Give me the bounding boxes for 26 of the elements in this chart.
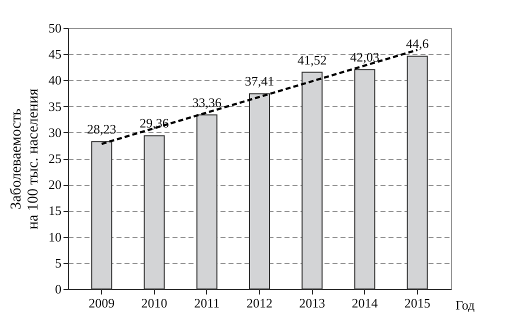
x-tick-label: 2012 <box>246 296 272 310</box>
y-tick-label: 5 <box>55 255 62 270</box>
y-tick-label: 0 <box>55 282 62 296</box>
x-axis-title: Год <box>456 298 475 312</box>
y-tick-label: 45 <box>48 46 62 62</box>
x-tick-label: 2011 <box>194 296 220 310</box>
y-tick-label: 20 <box>48 177 62 192</box>
data-label: 44,6 <box>406 36 430 52</box>
y-tick-label: 15 <box>48 203 62 218</box>
x-tick-label: 2009 <box>88 296 115 310</box>
y-tick-label: 10 <box>48 229 62 244</box>
y-tick-label: 25 <box>48 151 62 166</box>
data-label: 42,03 <box>350 50 380 65</box>
y-tick-label: 30 <box>48 124 62 140</box>
x-tick-label: 2010 <box>141 296 168 310</box>
data-label: 33,36 <box>192 94 222 110</box>
y-tick-label: 50 <box>48 20 62 36</box>
x-tick-label: 2013 <box>299 296 326 310</box>
data-label: 41,52 <box>297 52 327 68</box>
x-tick-label: 2015 <box>404 296 430 310</box>
y-axis-title: Заболеваемость на 100 тыс. населения <box>8 88 42 230</box>
x-tick-label: 2014 <box>352 296 378 310</box>
y-tick-label: 35 <box>48 98 62 114</box>
data-label: 28,23 <box>87 122 116 137</box>
data-label: 37,41 <box>244 74 274 89</box>
y-tick-label: 40 <box>48 72 62 88</box>
